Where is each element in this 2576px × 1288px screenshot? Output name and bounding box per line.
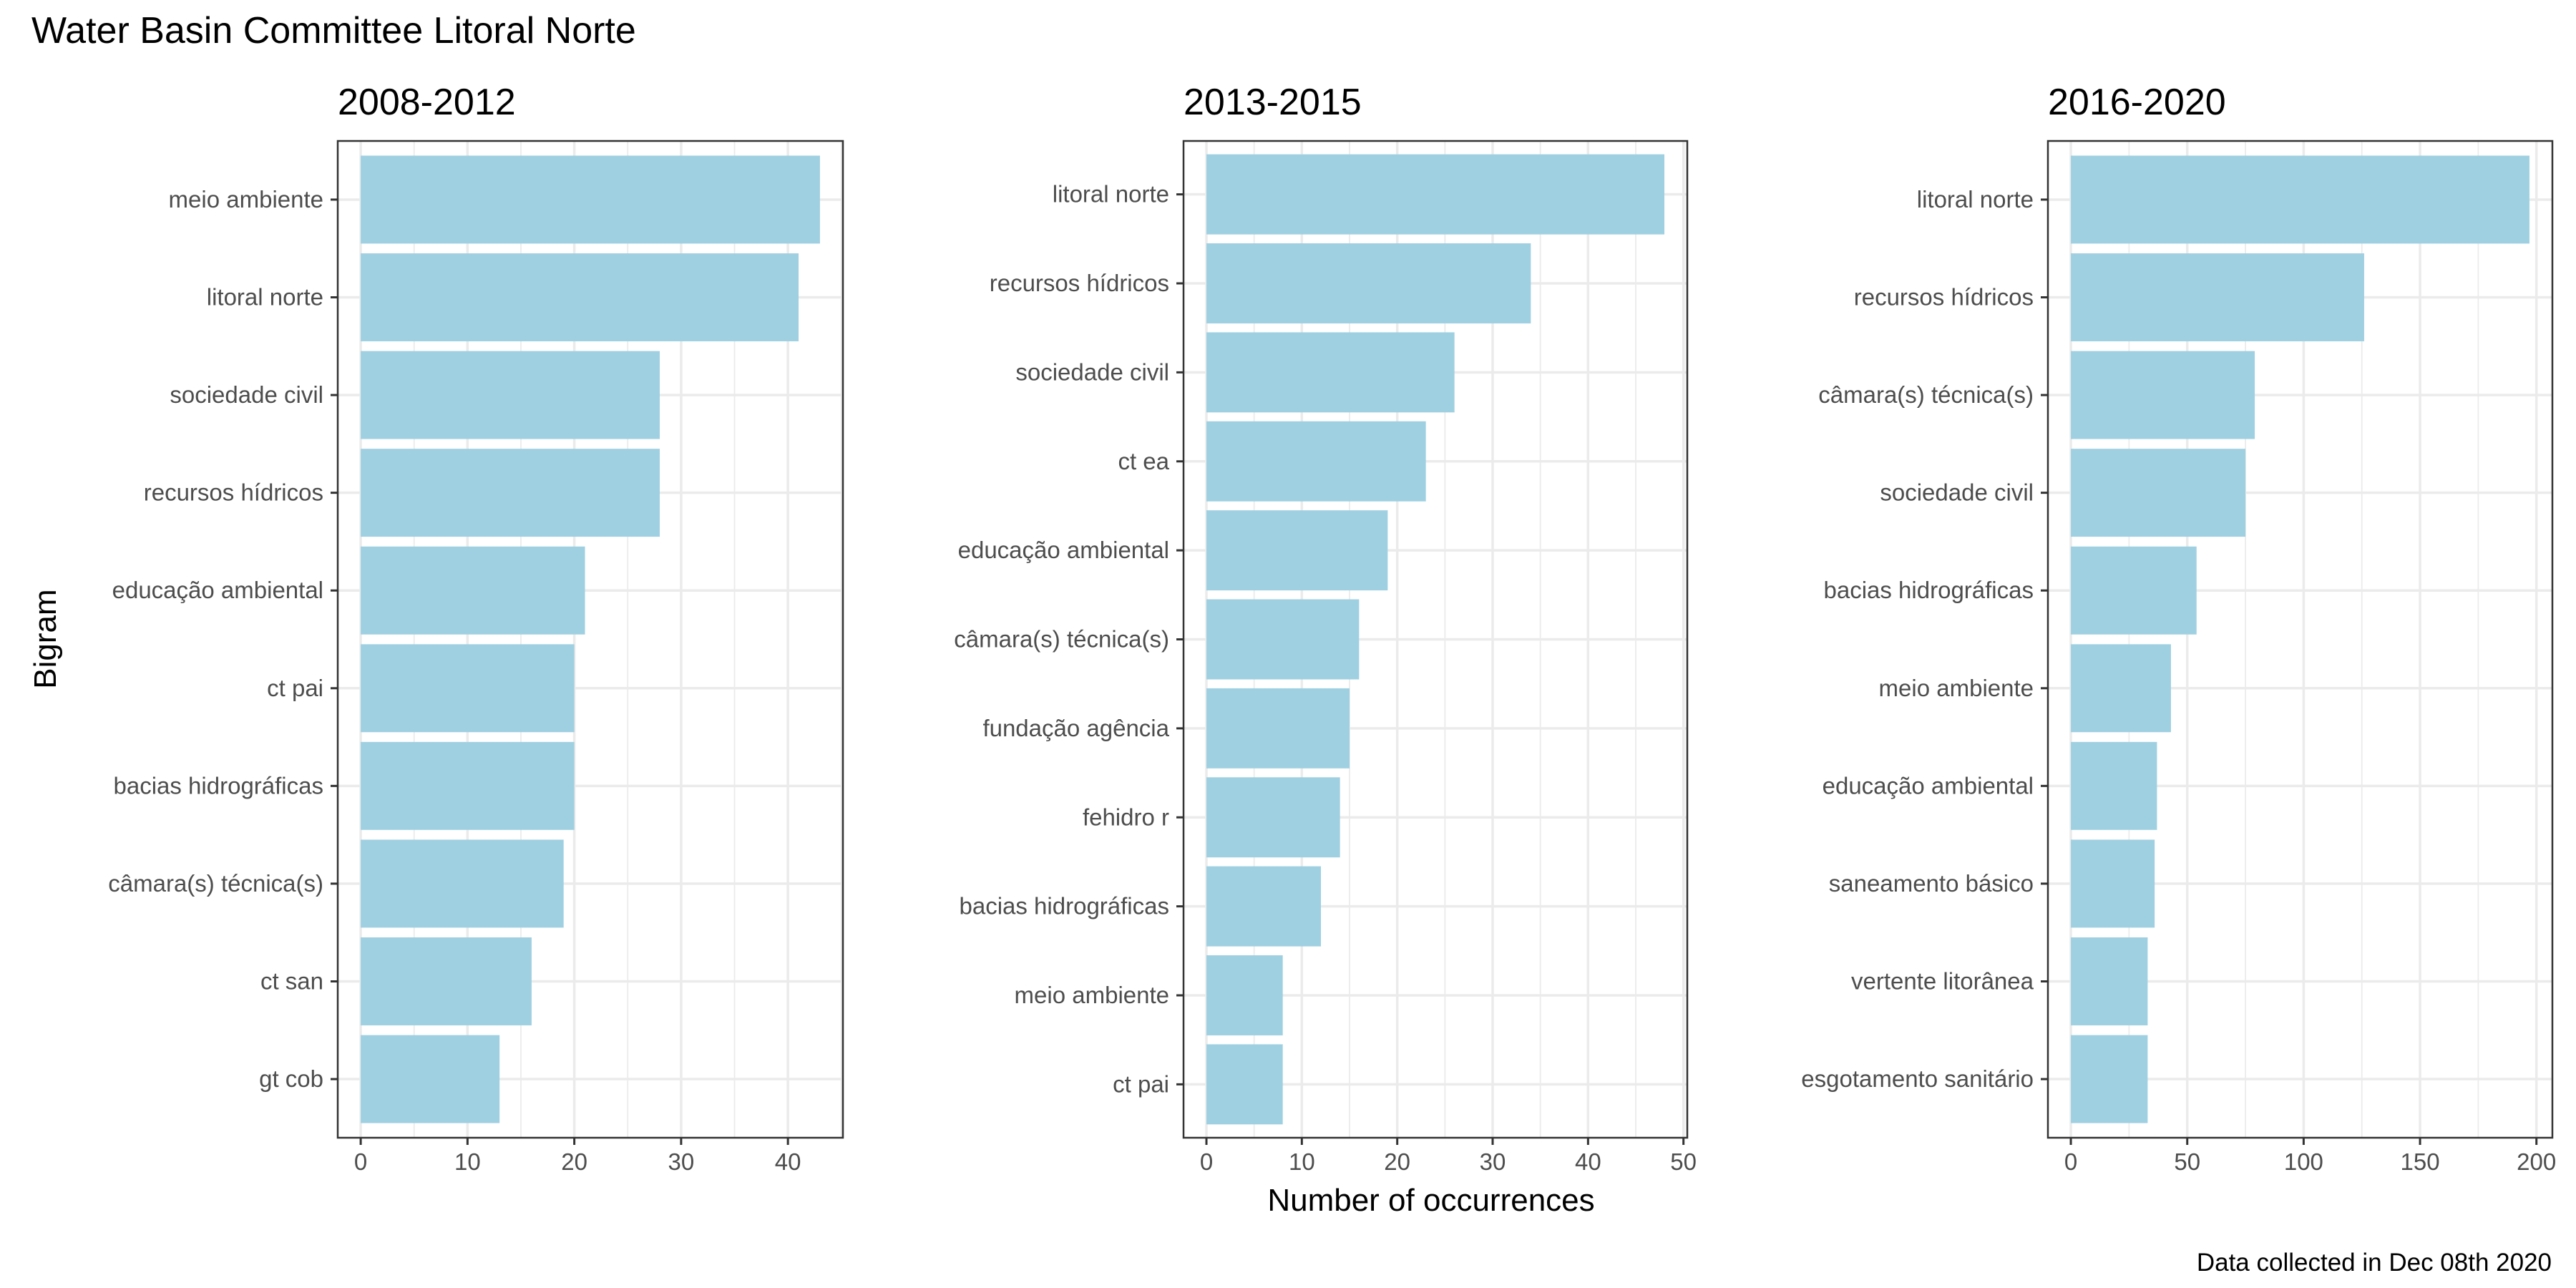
y-tick-label: ct ea — [1118, 448, 1169, 474]
bar — [361, 351, 660, 439]
y-tick-label: bacias hidrográficas — [114, 772, 324, 799]
y-tick-label: sociedade civil — [1880, 479, 2034, 506]
x-axis-title: Number of occurrences — [1267, 1183, 1594, 1218]
bar — [361, 1035, 500, 1123]
x-tick-label: 0 — [1200, 1148, 1213, 1175]
x-tick-label: 50 — [1670, 1148, 1697, 1175]
bar — [361, 253, 799, 341]
y-tick-label: câmara(s) técnica(s) — [1818, 381, 2034, 408]
bar — [1206, 1044, 1283, 1125]
y-tick-label: bacias hidrográficas — [960, 893, 1170, 919]
bar — [2071, 449, 2246, 537]
y-tick-label: ct san — [260, 967, 323, 994]
x-tick-label: 40 — [1575, 1148, 1601, 1175]
y-tick-label: recursos hídricos — [1854, 284, 2034, 311]
y-tick-label: educação ambiental — [112, 577, 323, 603]
bar — [361, 546, 585, 635]
bar — [2071, 839, 2155, 928]
bar — [2071, 253, 2364, 341]
y-tick-label: câmara(s) técnica(s) — [108, 870, 323, 897]
bar — [2071, 741, 2157, 830]
y-tick-label: meio ambiente — [1879, 675, 2034, 701]
y-tick-label: litoral norte — [207, 284, 323, 311]
bar — [361, 644, 575, 733]
bar — [1206, 421, 1426, 502]
bar — [1206, 154, 1664, 235]
bar — [1206, 243, 1531, 323]
y-tick-label: sociedade civil — [1015, 358, 1169, 385]
bar — [2071, 937, 2148, 1025]
chart-panels: 2008-2012 meio ambiente litoral norte socie… — [108, 82, 2556, 1175]
panel-1: 2008-2012 meio ambiente litoral norte socie… — [108, 82, 844, 1175]
y-tick-label: vertente litorânea — [1851, 967, 2034, 994]
y-tick-label: litoral norte — [1053, 181, 1169, 208]
x-tick-label: 10 — [454, 1148, 481, 1175]
y-tick-label: esgotamento sanitário — [1801, 1065, 2034, 1092]
y-tick-label: fundação agência — [982, 715, 1169, 741]
bar — [2071, 644, 2171, 733]
x-tick-label: 40 — [775, 1148, 801, 1175]
bar — [1206, 866, 1321, 947]
panel-title: 2016-2020 — [2048, 82, 2226, 123]
bar — [2071, 155, 2529, 244]
panel-frame — [336, 140, 844, 1139]
y-tick-label: sociedade civil — [170, 381, 323, 408]
y-tick-label: câmara(s) técnica(s) — [954, 626, 1169, 653]
bar — [2071, 351, 2255, 439]
bar — [1206, 777, 1340, 858]
bar — [361, 155, 820, 244]
x-tick-label: 100 — [2284, 1148, 2323, 1175]
bar — [361, 449, 660, 537]
caption: Data collected in Dec 08th 2020 — [2197, 1249, 2552, 1277]
chart-title: Water Basin Committee Litoral Norte — [31, 10, 636, 52]
panel-3: 2016-2020 litoral norte recursos hídricos c… — [1801, 82, 2556, 1175]
x-tick-label: 30 — [668, 1148, 695, 1175]
panel-frame — [2046, 140, 2554, 1139]
y-tick-label: fehidro r — [1083, 804, 1169, 830]
bar — [2071, 546, 2197, 635]
y-tick-label: recursos hídricos — [990, 270, 1169, 296]
x-tick-label: 0 — [2064, 1148, 2077, 1175]
bar — [1206, 332, 1455, 413]
x-tick-label: 30 — [1480, 1148, 1506, 1175]
y-tick-label: ct pai — [267, 675, 323, 701]
panel-2: 2013-2015 litoral norte recursos hídricos s… — [954, 82, 1697, 1175]
bar — [2071, 1035, 2148, 1123]
x-tick-label: 150 — [2401, 1148, 2440, 1175]
y-tick-label: litoral norte — [1917, 186, 2034, 213]
y-tick-label: meio ambiente — [169, 186, 323, 213]
x-tick-label: 10 — [1289, 1148, 1315, 1175]
y-tick-label: ct pai — [1113, 1070, 1169, 1097]
bar — [1206, 955, 1283, 1035]
y-tick-label: educação ambiental — [958, 537, 1169, 563]
bar — [1206, 510, 1388, 591]
x-tick-label: 20 — [1384, 1148, 1410, 1175]
y-axis-title: Bigram — [28, 589, 63, 688]
y-tick-label: gt cob — [259, 1065, 323, 1092]
bar — [361, 937, 532, 1025]
bar — [1206, 599, 1360, 680]
y-tick-label: recursos hídricos — [144, 479, 323, 506]
x-tick-label: 20 — [561, 1148, 587, 1175]
y-tick-label: saneamento básico — [1829, 870, 2034, 897]
y-tick-label: meio ambiente — [1015, 982, 1169, 1008]
bar — [1206, 688, 1350, 769]
panel-frame — [1182, 140, 1689, 1139]
x-tick-label: 200 — [2517, 1148, 2556, 1175]
panel-title: 2008-2012 — [338, 82, 516, 123]
x-tick-label: 0 — [354, 1148, 367, 1175]
bar — [361, 839, 564, 928]
x-tick-label: 50 — [2174, 1148, 2200, 1175]
bar — [361, 741, 575, 830]
panel-title: 2013-2015 — [1184, 82, 1362, 123]
y-tick-label: educação ambiental — [1823, 772, 2034, 799]
y-tick-label: bacias hidrográficas — [1824, 577, 2034, 603]
